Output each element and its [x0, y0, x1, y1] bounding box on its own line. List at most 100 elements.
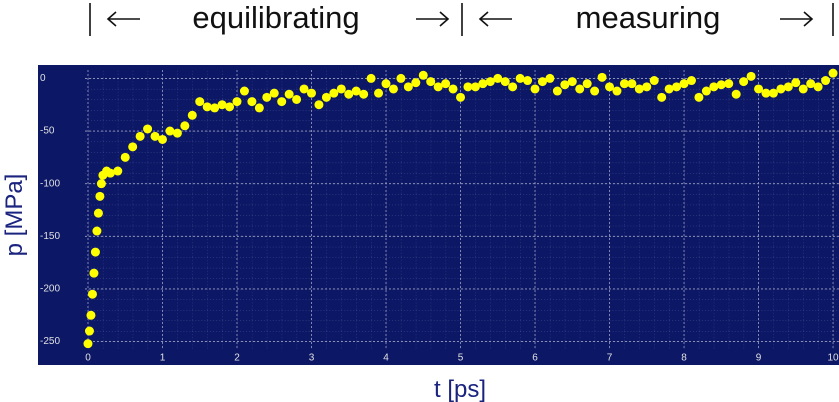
- data-point: [388, 84, 398, 94]
- data-point: [672, 82, 682, 92]
- data-point: [336, 84, 346, 94]
- y-tick-label: -50: [40, 126, 55, 137]
- data-point: [426, 77, 436, 87]
- data-point: [560, 80, 570, 90]
- data-point: [232, 97, 242, 107]
- x-tick-label: 5: [458, 353, 464, 364]
- data-point: [128, 142, 138, 152]
- data-point: [381, 79, 391, 89]
- x-tick-label: 2: [234, 353, 240, 364]
- data-point: [284, 89, 294, 99]
- data-point: [105, 168, 115, 178]
- data-point: [150, 131, 160, 141]
- x-tick-label: 4: [383, 353, 389, 364]
- data-point: [485, 77, 495, 87]
- data-point: [448, 84, 458, 94]
- data-point: [225, 102, 235, 112]
- data-point: [366, 73, 376, 83]
- data-point: [157, 134, 167, 144]
- x-tick-label: 7: [607, 353, 613, 364]
- data-point: [277, 97, 287, 107]
- data-point: [754, 84, 764, 94]
- data-point: [731, 89, 741, 99]
- data-point: [95, 191, 105, 201]
- data-point: [642, 82, 652, 92]
- data-point: [113, 166, 123, 176]
- data-point: [359, 89, 369, 99]
- data-point: [314, 100, 324, 110]
- data-point: [299, 84, 309, 94]
- data-point: [634, 84, 644, 94]
- data-point: [306, 88, 316, 98]
- phase-markers: [89, 3, 834, 36]
- data-point: [92, 226, 102, 236]
- data-point: [537, 77, 547, 87]
- data-point: [195, 97, 205, 107]
- data-point: [433, 82, 443, 92]
- data-point: [262, 92, 272, 102]
- x-tick-label: 0: [85, 353, 91, 364]
- data-point: [828, 68, 838, 78]
- data-point: [627, 79, 637, 89]
- data-point: [523, 76, 533, 86]
- x-tick-label: 1: [160, 353, 166, 364]
- data-point: [813, 82, 823, 92]
- data-point: [403, 82, 413, 92]
- data-point: [344, 89, 354, 99]
- x-axis-label: t [ps]: [434, 376, 486, 402]
- data-point: [605, 82, 615, 92]
- data-point: [202, 102, 212, 112]
- data-point: [724, 79, 734, 89]
- minor-grid: [85, 70, 839, 350]
- data-point: [709, 82, 719, 92]
- data-point: [597, 72, 607, 82]
- data-point: [187, 110, 197, 120]
- data-point: [686, 76, 696, 86]
- y-tick-label: 0: [40, 73, 46, 84]
- data-point: [463, 82, 473, 92]
- x-tick-label: 3: [309, 353, 315, 364]
- data-point: [478, 79, 488, 89]
- data-point: [582, 79, 592, 89]
- y-tick-label: -200: [40, 284, 60, 295]
- data-point: [165, 126, 175, 136]
- data-point: [374, 88, 384, 98]
- data-point: [679, 79, 689, 89]
- x-tick-label: 6: [532, 353, 538, 364]
- data-point: [120, 152, 130, 162]
- data-point: [821, 76, 831, 86]
- x-tick-label: 8: [681, 353, 687, 364]
- data-point: [89, 268, 99, 278]
- data-point: [411, 78, 421, 88]
- data-point: [746, 71, 756, 81]
- data-point: [86, 310, 96, 320]
- y-tick-label: -150: [40, 231, 60, 242]
- data-point: [791, 78, 801, 88]
- data-point: [694, 92, 704, 102]
- data-point: [292, 94, 302, 104]
- data-point: [239, 86, 249, 96]
- data-point: [180, 121, 190, 131]
- data-point: [515, 73, 525, 83]
- data-point: [83, 339, 93, 349]
- data-point: [649, 76, 659, 86]
- data-point: [545, 73, 555, 83]
- data-point: [776, 84, 786, 94]
- data-point: [657, 92, 667, 102]
- x-tick-label: 9: [756, 353, 762, 364]
- data-point: [456, 92, 466, 102]
- data-point: [351, 86, 361, 96]
- data-point: [93, 208, 103, 218]
- data-point: [612, 86, 622, 96]
- data-point: [321, 92, 331, 102]
- data-point: [701, 86, 711, 96]
- data-point: [172, 128, 182, 138]
- data-point: [247, 97, 257, 107]
- data-point: [806, 79, 816, 89]
- data-point: [493, 73, 503, 83]
- data-point: [552, 86, 562, 96]
- data-point: [768, 88, 778, 98]
- data-point: [418, 70, 428, 80]
